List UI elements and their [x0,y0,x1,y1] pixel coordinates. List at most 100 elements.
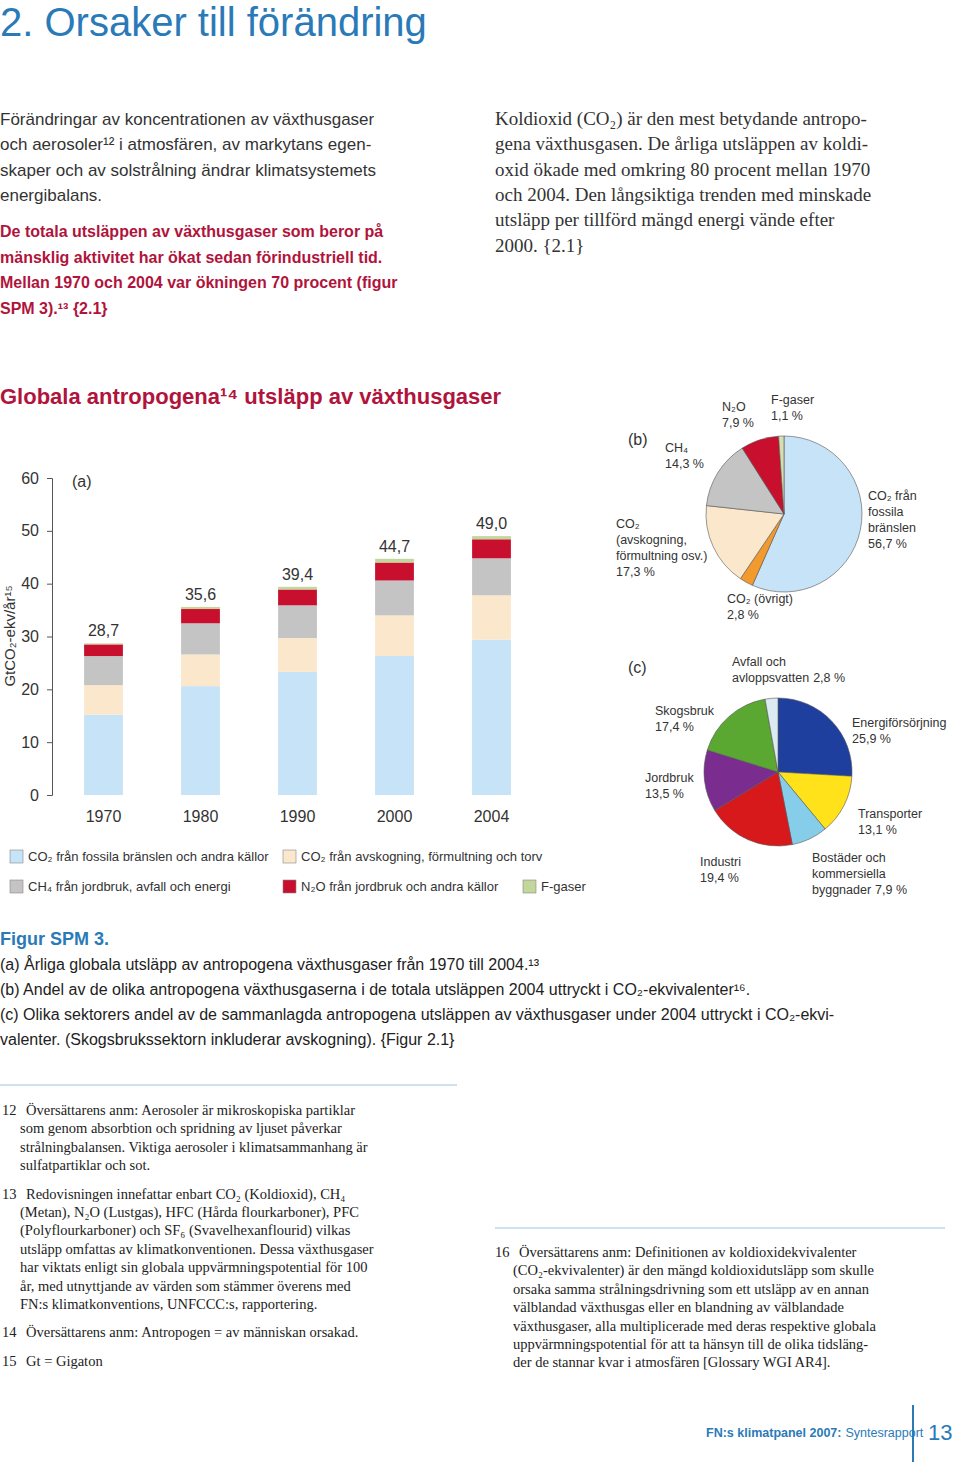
legend-label: CH₄ från jordbruk, avfall och energi [28,879,231,894]
tick-label: 50 [21,522,39,539]
rule [495,1227,945,1228]
tick-mark [47,478,52,479]
total-label: 49,0 [476,515,507,532]
tick-label: 1990 [280,808,316,825]
legend-swatch [10,880,23,893]
value-label: 7,9 % [722,416,754,430]
panel-label: (a) [72,473,92,490]
legend: CO₂ från fossila bränslen och andra käll… [10,849,586,894]
pie-slice [778,698,852,776]
footer-source: FN:s klimatpanel 2007: [706,1426,841,1440]
caption-line: (b) Andel av de olika antropogena växthu… [0,981,750,998]
body-line: och 2004. Den långsiktiga trenden med mi… [495,184,871,205]
pie-slice [742,436,784,514]
label-line: N₂O [722,400,746,414]
bar-segment [278,589,317,605]
tick-mark [47,689,52,690]
value-label: 7,9 % [875,883,907,897]
footnote-line: (Metan), N₂O (Lustgas), HFC (Hårda flour… [20,1204,359,1221]
value-label: 13,5 % [645,787,684,801]
body-line: oxid ökade med omkring 80 procent mellan… [495,159,870,180]
label-line: Bostäder och [812,851,886,865]
footnote-number: 16 [495,1244,510,1260]
footnote-line: Gt = Gigaton [26,1353,103,1369]
total-label: 44,7 [379,538,410,555]
footnote-line: strålningbalansen. Viktiga aerosoler i k… [20,1139,368,1155]
tick-mark [47,742,52,743]
total-label: 28,7 [88,622,119,639]
body-line: utsläpp per tillförd mängd energi vände … [495,209,835,230]
page-root: 2. Orsaker till förändringFörändringar a… [0,0,960,1464]
value-label: 14,3 % [665,457,704,471]
slice-label: Industri [700,855,741,869]
highlight-line: De totala utsläppen av växthusgaser som … [0,223,383,240]
axis-title: GtCO₂-ekv/år¹⁵ [1,585,18,686]
bar-segment [181,686,220,795]
highlight-line: SPM 3).¹³ {2.1} [0,300,108,317]
legend-swatch [10,850,23,863]
panel-label: (b) [628,431,648,448]
total-label: 35,6 [185,586,216,603]
tick: 1970 [86,808,122,825]
body-line: skaper och av solstrålning ändrar klimat… [0,161,376,180]
label-line: bränslen [868,521,916,535]
page-title: 2. Orsaker till förändring [0,0,427,44]
body-line: Koldioxid (CO₂) är den mest betydande an… [495,108,867,130]
slice-label: Transporter [858,807,922,821]
legend-swatch [523,880,536,893]
caption-line: valenter. (Skogsbrukssektorn inkluderar … [0,1031,455,1048]
tick: 40 [21,575,52,592]
value-label: 56,7 % [868,537,907,551]
caption-line: (a) Årliga globala utsläpp av antropogen… [0,955,540,973]
slice-label: CH₄ [665,441,688,455]
legend-swatch [283,850,296,863]
slice-label: N₂O [722,400,746,414]
label-line: CO₂ [616,517,640,531]
value-label: 2,8 % [813,671,845,685]
body-line: gena växthusgasen. De årliga utsläppen a… [495,133,868,154]
label-line: Transporter [858,807,922,821]
footnote-line: Översättarens anm: Aerosoler är mikrosko… [26,1102,355,1118]
tick: 0 [30,787,52,804]
bar-segment [472,595,511,639]
legend-label: CO₂ från avskogning, förmultning och tor… [301,849,543,864]
rule [0,1084,457,1085]
panel-label: (c) [628,659,647,676]
footnote-line: år, med utnyttjande av värden som stämme… [20,1278,352,1294]
bar-segment [278,605,317,638]
slice-label: CO₂ (övrigt) [727,592,793,606]
tick: 10 [21,734,52,751]
bar-segment [472,558,511,595]
tick-label: 1980 [183,808,219,825]
tick: 1980 [183,808,219,825]
pie [704,698,852,846]
tick: 30 [21,628,52,645]
legend-swatch [283,880,296,893]
x-axis: 1970 1980 1990 2000 2004 [86,808,510,825]
bar-segment [472,640,511,795]
footnote-line: växthusgaser, alla multiplicerade med de… [513,1318,877,1334]
value-label: 17,4 % [655,720,694,734]
bar-segment [278,638,317,672]
tick: 2004 [474,808,510,825]
value-label: 25,9 % [852,732,891,746]
bar-segment [375,615,414,656]
tick: 1990 [280,808,316,825]
bar-segment [84,656,123,685]
pie-slice [779,436,784,514]
bar-segment [278,672,317,795]
highlight-line: mänsklig aktivitet har ökat sedan förind… [0,249,382,266]
footnote-line: som genom absorbtion och spridning av lj… [20,1120,342,1136]
highlight-line: Mellan 1970 och 2004 var ökningen 70 pro… [0,274,397,291]
footnote-line: Redovisningen innefattar enbart CO₂ (Kol… [26,1186,345,1203]
tick: 2000 [377,808,413,825]
footnote-line: välblandad växthusgas eller en blandning… [513,1299,844,1315]
label-line: byggnader [812,883,871,897]
tick-mark [47,531,52,532]
page-number: 13 [928,1420,952,1445]
bar-segment [375,563,414,581]
footnote-line: sulfatpartiklar och sot. [20,1157,150,1173]
label-line: Skogsbruk [655,704,715,718]
footnote-line: der de stannar kvar i atmosfären [Glossa… [513,1354,830,1370]
caption-label: Figur SPM 3. [0,929,109,949]
